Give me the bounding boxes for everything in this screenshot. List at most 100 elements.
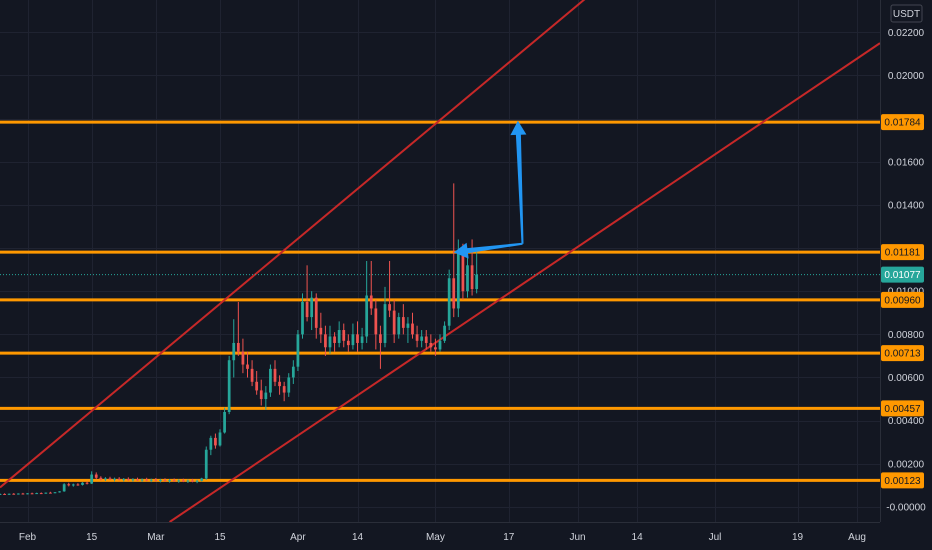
y-tick-label: 0.02000: [888, 71, 925, 82]
candle-body: [456, 252, 460, 309]
candle-body: [154, 479, 158, 481]
candle-body: [466, 265, 469, 292]
level-label-bg: [881, 114, 924, 131]
y-tick-label: 0.01600: [888, 157, 925, 168]
candle-body: [379, 334, 382, 343]
candle-body: [204, 449, 208, 479]
candle-body: [39, 493, 43, 495]
candle-body: [44, 492, 48, 494]
level-label: 0.00457: [884, 404, 921, 415]
candle-body: [227, 360, 231, 412]
arrow-up[interactable]: [510, 120, 527, 244]
channel-line-lower[interactable]: [169, 42, 881, 523]
candle-body: [108, 478, 112, 480]
candle-body: [99, 477, 103, 480]
candle-body: [7, 493, 11, 495]
candle-body: [310, 297, 314, 318]
channel-line-upper[interactable]: [0, 0, 610, 489]
candle-body: [53, 492, 57, 494]
candle-body: [163, 479, 167, 482]
candle-body: [434, 347, 437, 350]
candle-body: [246, 364, 249, 369]
candle-body: [71, 484, 75, 486]
level-label-bg: [881, 244, 924, 261]
candle-body: [168, 480, 171, 482]
y-tick-label: 0.00200: [888, 459, 925, 470]
candle-body: [122, 479, 126, 481]
level-label-bg: [881, 472, 924, 489]
candle-body: [443, 325, 446, 341]
candle-body: [324, 334, 327, 348]
candle-body: [159, 479, 162, 481]
candle-body: [0, 493, 2, 495]
y-tick-label: 0.01400: [888, 200, 925, 211]
y-tick-label: 0.00400: [888, 416, 925, 427]
candle-body: [76, 484, 80, 486]
candle-body: [351, 334, 355, 346]
candle-body: [3, 493, 6, 495]
candle-body: [16, 493, 20, 495]
candle-body: [58, 491, 61, 493]
candle-body: [296, 334, 300, 367]
x-tick-label: Jul: [709, 532, 722, 543]
candle-body: [333, 336, 336, 343]
candle-body: [259, 390, 263, 400]
candle-body: [447, 278, 451, 326]
candle-body: [113, 478, 116, 480]
candle-body: [461, 252, 465, 292]
candle-body: [406, 323, 410, 328]
candle-body: [94, 474, 98, 478]
candle-body: [90, 474, 94, 484]
candle-body: [424, 336, 428, 343]
candle-body: [126, 479, 130, 481]
candle-body: [172, 480, 176, 482]
candle-body: [392, 310, 396, 335]
annotation-arrows[interactable]: [453, 120, 527, 259]
price-axis[interactable]: 0.022000.020000.018000.016000.014000.012…: [881, 28, 926, 514]
level-label-bg: [881, 291, 924, 308]
candle-body: [388, 304, 391, 311]
x-tick-label: 14: [632, 532, 644, 543]
candle-body: [475, 274, 479, 290]
candle-body: [415, 334, 419, 341]
candle-body: [214, 437, 217, 446]
candle-body: [195, 480, 199, 482]
candle-body: [241, 351, 245, 365]
candle-body: [218, 432, 222, 446]
candle-body: [269, 368, 272, 393]
x-tick-label: Aug: [848, 532, 866, 543]
level-label: 0.01181: [885, 248, 921, 259]
candle-body: [145, 479, 149, 481]
x-tick-label: Jun: [569, 532, 585, 543]
x-tick-label: Feb: [19, 532, 37, 543]
current-price-label: 0.01077: [884, 270, 921, 281]
candle-body: [232, 342, 236, 361]
candle-body: [411, 323, 414, 335]
level-label-bg: [881, 345, 924, 362]
current-price-label-bg: [881, 266, 924, 283]
x-tick-label: May: [426, 532, 445, 543]
candle-body: [177, 480, 181, 482]
candle-body: [291, 366, 295, 378]
arrow-left[interactable]: [453, 242, 523, 259]
time-axis[interactable]: Feb 15 Mar 15 Apr 14 May 17 Jun 14 Jul 19 Aug: [19, 532, 866, 543]
candle-body: [67, 484, 71, 486]
candle-body: [21, 493, 25, 495]
candle-body: [117, 478, 121, 480]
candle-body: [131, 479, 135, 481]
candle-body: [356, 334, 359, 343]
x-tick-label: 15: [86, 532, 98, 543]
candle-body: [282, 386, 286, 393]
candle-body: [35, 493, 39, 495]
candle-body: [149, 479, 153, 481]
candle-body: [305, 301, 309, 318]
candle-body: [250, 368, 254, 382]
candle-body: [470, 265, 474, 290]
trend-channel[interactable]: [0, 0, 881, 523]
level-label: 0.00713: [884, 349, 921, 360]
candle-body: [209, 437, 213, 450]
price-unit-badge[interactable]: USDT: [890, 4, 923, 23]
candle-body: [452, 278, 456, 309]
